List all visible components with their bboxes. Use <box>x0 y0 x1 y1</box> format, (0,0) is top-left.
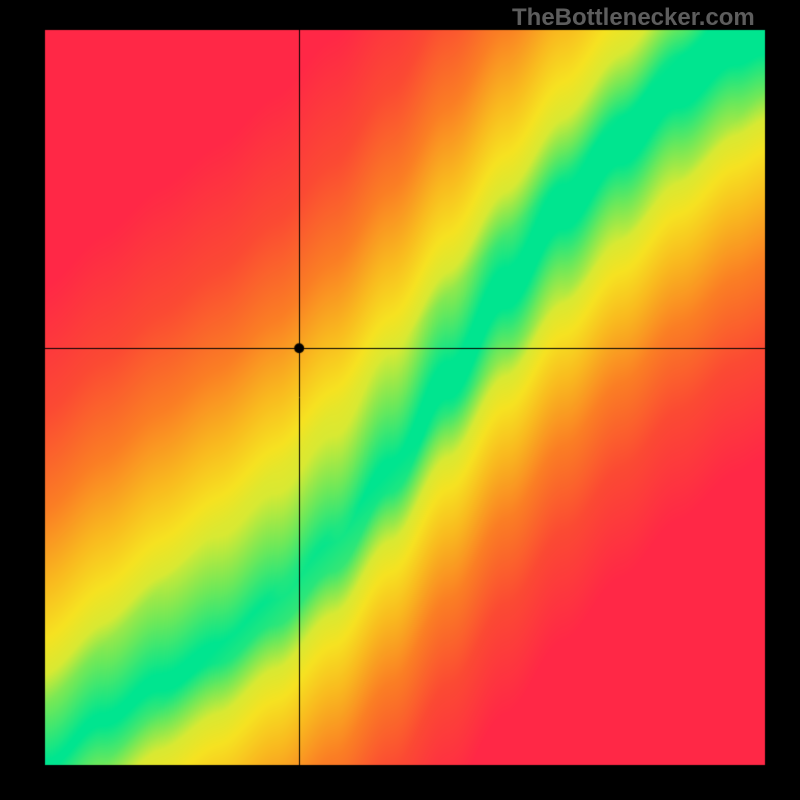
heatmap-canvas <box>0 0 800 800</box>
attribution-watermark: TheBottlenecker.com <box>512 4 755 32</box>
chart-container: TheBottlenecker.com <box>0 0 800 800</box>
